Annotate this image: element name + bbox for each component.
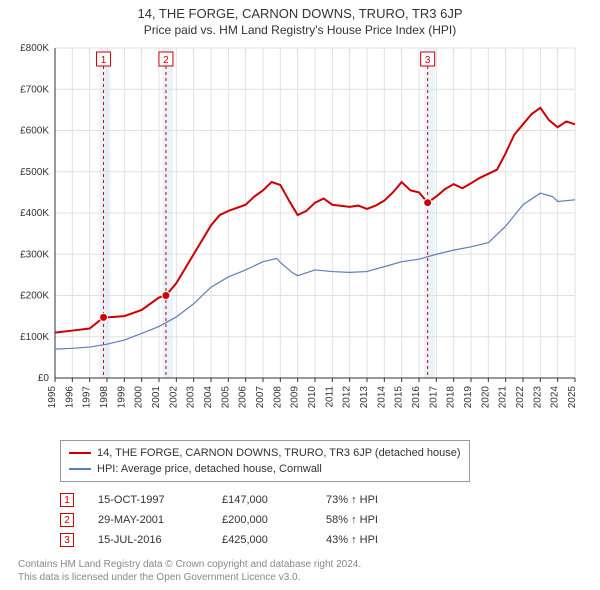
sales-table: 1 15-OCT-1997 £147,000 73% ↑ HPI 2 29-MA… <box>60 490 426 550</box>
svg-text:2023: 2023 <box>532 386 543 409</box>
svg-text:2000: 2000 <box>134 386 145 409</box>
footnote-line-1: Contains HM Land Registry data © Crown c… <box>18 558 361 571</box>
footnote: Contains HM Land Registry data © Crown c… <box>18 558 361 584</box>
svg-text:2014: 2014 <box>376 386 387 409</box>
svg-text:2006: 2006 <box>238 386 249 409</box>
chart-area: £0 £100K £200K £300K £400K £500K £600K £700K £80… <box>0 42 600 432</box>
svg-text:2015: 2015 <box>394 386 405 409</box>
sale-row: 1 15-OCT-1997 £147,000 73% ↑ HPI <box>60 490 426 510</box>
sale-hpi: 58% ↑ HPI <box>326 514 426 526</box>
page-title-2: Price paid vs. HM Land Registry's House … <box>0 23 600 37</box>
svg-text:2005: 2005 <box>220 386 231 409</box>
svg-text:2011: 2011 <box>324 386 335 408</box>
svg-text:2004: 2004 <box>203 386 214 409</box>
svg-text:1997: 1997 <box>82 386 93 409</box>
svg-text:£200K: £200K <box>20 291 49 302</box>
svg-text:1995: 1995 <box>47 386 58 409</box>
legend: 14, THE FORGE, CARNON DOWNS, TRURO, TR3 … <box>60 440 470 482</box>
svg-text:2008: 2008 <box>272 386 283 409</box>
svg-text:1: 1 <box>101 55 107 66</box>
sale-date: 15-OCT-1997 <box>98 494 198 506</box>
sale-price: £425,000 <box>222 534 302 546</box>
sale-marker-2: 2 <box>60 513 74 527</box>
sale-row: 3 15-JUL-2016 £425,000 43% ↑ HPI <box>60 530 426 550</box>
sale-hpi: 43% ↑ HPI <box>326 534 426 546</box>
sale-marker-3: 3 <box>60 533 74 547</box>
svg-text:2002: 2002 <box>168 386 179 409</box>
sale-marker-1: 1 <box>60 493 74 507</box>
svg-text:2021: 2021 <box>498 386 509 409</box>
svg-text:£300K: £300K <box>20 249 49 260</box>
legend-item: 14, THE FORGE, CARNON DOWNS, TRURO, TR3 … <box>69 445 461 461</box>
page-title-1: 14, THE FORGE, CARNON DOWNS, TRURO, TR3 … <box>0 6 600 21</box>
svg-text:1996: 1996 <box>64 386 75 409</box>
svg-text:1999: 1999 <box>116 386 127 409</box>
sale-date: 15-JUL-2016 <box>98 534 198 546</box>
sale-price: £200,000 <box>222 514 302 526</box>
legend-label: HPI: Average price, detached house, Corn… <box>97 461 322 477</box>
legend-swatch <box>69 468 91 470</box>
sale-price: £147,000 <box>222 494 302 506</box>
svg-text:£400K: £400K <box>20 208 49 219</box>
svg-text:£800K: £800K <box>20 43 49 54</box>
footnote-line-2: This data is licensed under the Open Gov… <box>18 571 361 584</box>
legend-label: 14, THE FORGE, CARNON DOWNS, TRURO, TR3 … <box>97 445 461 461</box>
legend-swatch <box>69 452 91 454</box>
svg-text:£100K: £100K <box>20 332 49 343</box>
svg-text:£600K: £600K <box>20 126 49 137</box>
svg-text:2025: 2025 <box>567 386 578 409</box>
svg-text:2009: 2009 <box>290 386 301 409</box>
svg-text:£500K: £500K <box>20 167 49 178</box>
svg-text:2018: 2018 <box>446 386 457 409</box>
svg-text:3: 3 <box>425 55 431 66</box>
svg-text:2: 2 <box>163 55 169 66</box>
svg-text:2019: 2019 <box>463 386 474 409</box>
svg-text:2010: 2010 <box>307 386 318 409</box>
svg-text:2001: 2001 <box>151 386 162 409</box>
svg-text:1998: 1998 <box>99 386 110 409</box>
svg-text:2016: 2016 <box>411 386 422 409</box>
svg-text:2012: 2012 <box>342 386 353 409</box>
legend-item: HPI: Average price, detached house, Corn… <box>69 461 461 477</box>
svg-text:2024: 2024 <box>550 386 561 409</box>
sale-row: 2 29-MAY-2001 £200,000 58% ↑ HPI <box>60 510 426 530</box>
svg-text:2017: 2017 <box>428 386 439 409</box>
svg-text:2020: 2020 <box>480 386 491 409</box>
svg-text:£700K: £700K <box>20 84 49 95</box>
svg-text:2013: 2013 <box>359 386 370 409</box>
svg-text:£0: £0 <box>38 373 50 384</box>
sale-hpi: 73% ↑ HPI <box>326 494 426 506</box>
svg-text:2007: 2007 <box>255 386 266 409</box>
chart-svg: £0 £100K £200K £300K £400K £500K £600K £700K £80… <box>0 42 600 432</box>
svg-text:2003: 2003 <box>186 386 197 409</box>
sale-date: 29-MAY-2001 <box>98 514 198 526</box>
svg-text:2022: 2022 <box>515 386 526 409</box>
